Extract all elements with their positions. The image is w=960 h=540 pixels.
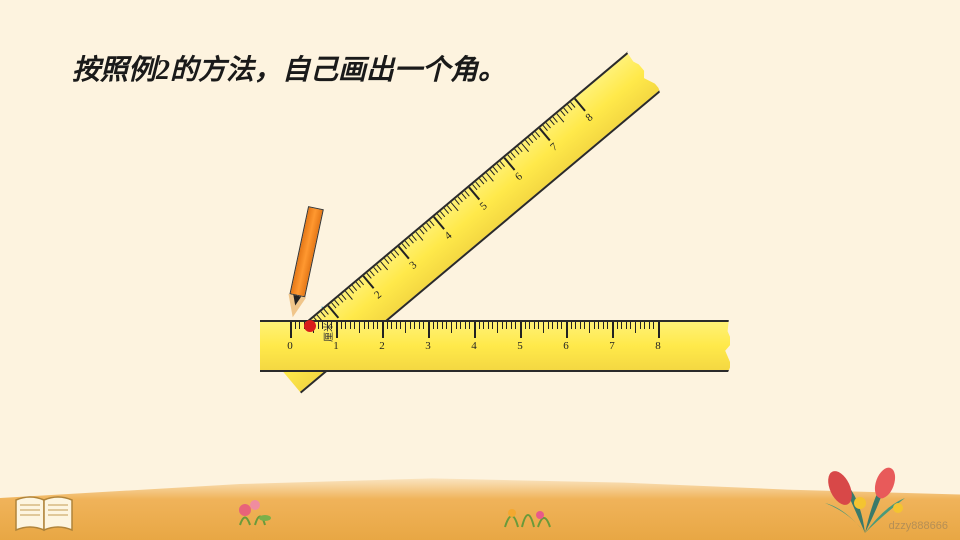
instruction-title: 按照例2的方法，自己画出一个角。: [72, 48, 506, 88]
ruler-tick-label: 2: [372, 289, 384, 302]
ruler-tick-label: 0: [287, 340, 293, 352]
ruler-tick-label: 4: [471, 340, 477, 352]
ruler-tick-label: 8: [583, 111, 595, 124]
watermark: dzzy888666: [889, 520, 948, 532]
angle-vertex: [304, 320, 316, 332]
ruler-horizontal-ticks: 012345678: [290, 322, 710, 370]
ruler-tick-label: 2: [379, 340, 385, 352]
plant-decoration-1: [230, 490, 280, 530]
ruler-tick-label: 8: [655, 340, 661, 352]
ruler-tick-label: 3: [425, 340, 431, 352]
book-icon: [14, 492, 76, 534]
angle-diagram: 012345678 012345678 厘米: [250, 130, 750, 410]
plant-decoration-2: [500, 495, 555, 530]
ruler-tick-label: 7: [548, 141, 560, 154]
pencil-wood: [284, 294, 306, 319]
ruler-tick-label: 6: [513, 170, 525, 183]
ruler-unit-label: 厘米: [320, 322, 335, 342]
ruler-tick-label: 5: [478, 200, 490, 213]
ruler-horizontal: 012345678 厘米: [260, 320, 730, 372]
ruler-tick-label: 5: [517, 340, 523, 352]
ruler-tick-label: 4: [443, 230, 455, 243]
ruler-tick-label: 3: [407, 259, 419, 272]
ruler-tick-label: 6: [563, 340, 569, 352]
pencil-tip: [291, 295, 301, 306]
ruler-tick-label: 7: [609, 340, 615, 352]
pencil-body: [289, 206, 323, 297]
